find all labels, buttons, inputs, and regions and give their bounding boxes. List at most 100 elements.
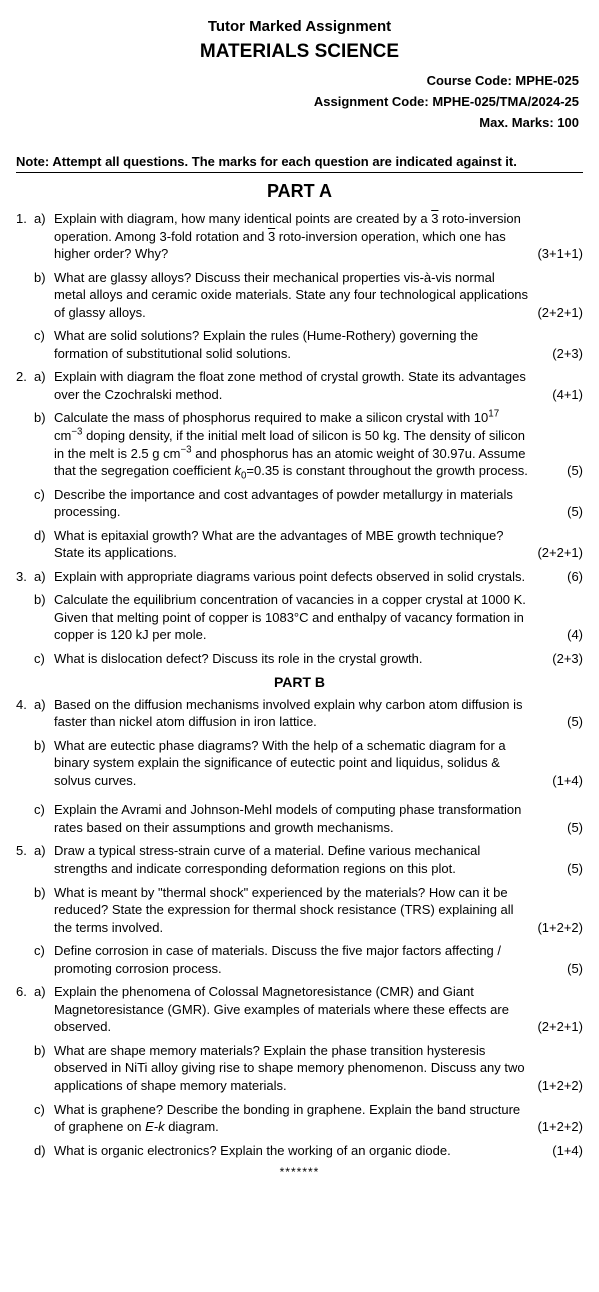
- question-row: c) Explain the Avrami and Johnson-Mehl m…: [16, 801, 583, 836]
- q-sub: b): [34, 884, 54, 937]
- q-body: Define corrosion in case of materials. D…: [54, 942, 583, 977]
- question-row: c) What is dislocation defect? Discuss i…: [16, 650, 583, 668]
- italic-ek: E-k: [145, 1119, 165, 1134]
- question-row: c) What is graphene? Describe the bondin…: [16, 1101, 583, 1136]
- question-row: c) Define corrosion in case of materials…: [16, 942, 583, 977]
- question-row: b) Calculate the mass of phosphorus requ…: [16, 409, 583, 479]
- q-number: 5.: [16, 842, 34, 877]
- q-sub: a): [34, 842, 54, 877]
- q-sub: d): [34, 1142, 54, 1160]
- q-text: Draw a typical stress-strain curve of a …: [54, 843, 480, 876]
- question-row: b) What are eutectic phase diagrams? Wit…: [16, 737, 583, 790]
- q-body: Based on the diffusion mechanisms involv…: [54, 696, 583, 731]
- q-text: Define corrosion in case of materials. D…: [54, 943, 501, 976]
- q-text: cm: [54, 428, 71, 443]
- q-sub: a): [34, 368, 54, 403]
- q-marks: (5): [567, 860, 583, 878]
- q-number: 6.: [16, 983, 34, 1036]
- q-marks: (5): [567, 503, 583, 521]
- q-marks: (2+2+1): [537, 1018, 583, 1036]
- end-marker: *******: [16, 1165, 583, 1179]
- superscript: −3: [71, 427, 82, 438]
- q-sub: a): [34, 210, 54, 263]
- q-body: What is dislocation defect? Discuss its …: [54, 650, 583, 668]
- q-body: What are solid solutions? Explain the ru…: [54, 327, 583, 362]
- q-text: Explain with appropriate diagrams variou…: [54, 569, 525, 584]
- q-sub: c): [34, 327, 54, 362]
- q-marks: (4+1): [552, 386, 583, 404]
- question-row: 6. a) Explain the phenomena of Colossal …: [16, 983, 583, 1036]
- meta-assign: Assignment Code: MPHE-025/TMA/2024-25: [16, 94, 583, 109]
- q-marks: (2+2+1): [537, 304, 583, 322]
- q-text: =0.35 is constant throughout the growth …: [246, 463, 527, 478]
- q-text: Describe the importance and cost advanta…: [54, 487, 513, 520]
- q-marks: (1+2+2): [537, 1077, 583, 1095]
- q-text: What are eutectic phase diagrams? With t…: [54, 738, 506, 788]
- header-subtitle: Tutor Marked Assignment: [16, 18, 583, 35]
- meta-marks: Max. Marks: 100: [16, 115, 583, 130]
- q-text: Calculate the equilibrium concentration …: [54, 592, 526, 642]
- q-text: diagram.: [165, 1119, 219, 1134]
- question-row: c) What are solid solutions? Explain the…: [16, 327, 583, 362]
- q-sub: a): [34, 568, 54, 586]
- q-text: What are solid solutions? Explain the ru…: [54, 328, 478, 361]
- question-row: 2. a) Explain with diagram the float zon…: [16, 368, 583, 403]
- q-sub: c): [34, 650, 54, 668]
- q-body: Explain the phenomena of Colossal Magnet…: [54, 983, 583, 1036]
- q-text: What are shape memory materials? Explain…: [54, 1043, 525, 1093]
- q-sub: c): [34, 942, 54, 977]
- q-text: What is organic electronics? Explain the…: [54, 1143, 451, 1158]
- question-row: 3. a) Explain with appropriate diagrams …: [16, 568, 583, 586]
- q-body: What are shape memory materials? Explain…: [54, 1042, 583, 1095]
- q-text: Explain with diagram the float zone meth…: [54, 369, 526, 402]
- q-sub: b): [34, 737, 54, 790]
- part-b-heading: PART B: [16, 674, 583, 690]
- q-body: What is organic electronics? Explain the…: [54, 1142, 583, 1160]
- q-marks: (2+3): [552, 345, 583, 363]
- q-text: Explain with diagram, how many identical…: [54, 211, 431, 226]
- q-marks: (6): [567, 568, 583, 586]
- q-marks: (5): [567, 462, 583, 480]
- q-text: What is graphene? Describe the bonding i…: [54, 1102, 520, 1135]
- q-text: What is dislocation defect? Discuss its …: [54, 651, 422, 666]
- q-text: Based on the diffusion mechanisms involv…: [54, 697, 523, 730]
- question-row: d) What is organic electronics? Explain …: [16, 1142, 583, 1160]
- question-row: b) What are glassy alloys? Discuss their…: [16, 269, 583, 322]
- q-body: What are eutectic phase diagrams? With t…: [54, 737, 583, 790]
- q-body: What is meant by "thermal shock" experie…: [54, 884, 583, 937]
- q-number: 4.: [16, 696, 34, 731]
- question-row: 4. a) Based on the diffusion mechanisms …: [16, 696, 583, 731]
- q-sub: a): [34, 696, 54, 731]
- q-marks: (1+2+2): [537, 919, 583, 937]
- q-body: Explain with appropriate diagrams variou…: [54, 568, 583, 586]
- q-body: Draw a typical stress-strain curve of a …: [54, 842, 583, 877]
- q-sub: c): [34, 1101, 54, 1136]
- q-body: What is epitaxial growth? What are the a…: [54, 527, 583, 562]
- question-row: b) What is meant by "thermal shock" expe…: [16, 884, 583, 937]
- q-text: What is epitaxial growth? What are the a…: [54, 528, 503, 561]
- header-title: MATERIALS SCIENCE: [16, 41, 583, 63]
- meta-course: Course Code: MPHE-025: [16, 73, 583, 88]
- q-marks: (1+4): [552, 1142, 583, 1160]
- q-text: Calculate the mass of phosphorus require…: [54, 410, 488, 425]
- q-body: Explain with diagram the float zone meth…: [54, 368, 583, 403]
- q-sub: a): [34, 983, 54, 1036]
- q-body: Explain the Avrami and Johnson-Mehl mode…: [54, 801, 583, 836]
- part-a-heading: PART A: [16, 181, 583, 202]
- q-text: Explain the Avrami and Johnson-Mehl mode…: [54, 802, 521, 835]
- instruction-note: Note: Attempt all questions. The marks f…: [16, 154, 583, 173]
- q-body: Explain with diagram, how many identical…: [54, 210, 583, 263]
- q-body: What is graphene? Describe the bonding i…: [54, 1101, 583, 1136]
- q-marks: (5): [567, 819, 583, 837]
- q-number: 3.: [16, 568, 34, 586]
- q-sub: b): [34, 269, 54, 322]
- q-marks: (4): [567, 626, 583, 644]
- question-row: d) What is epitaxial growth? What are th…: [16, 527, 583, 562]
- q-sub: b): [34, 1042, 54, 1095]
- q-sub: b): [34, 591, 54, 644]
- q-body: Describe the importance and cost advanta…: [54, 486, 583, 521]
- q-marks: (2+3): [552, 650, 583, 668]
- q-marks: (1+4): [552, 772, 583, 790]
- q-text: What is meant by "thermal shock" experie…: [54, 885, 514, 935]
- q-body: What are glassy alloys? Discuss their me…: [54, 269, 583, 322]
